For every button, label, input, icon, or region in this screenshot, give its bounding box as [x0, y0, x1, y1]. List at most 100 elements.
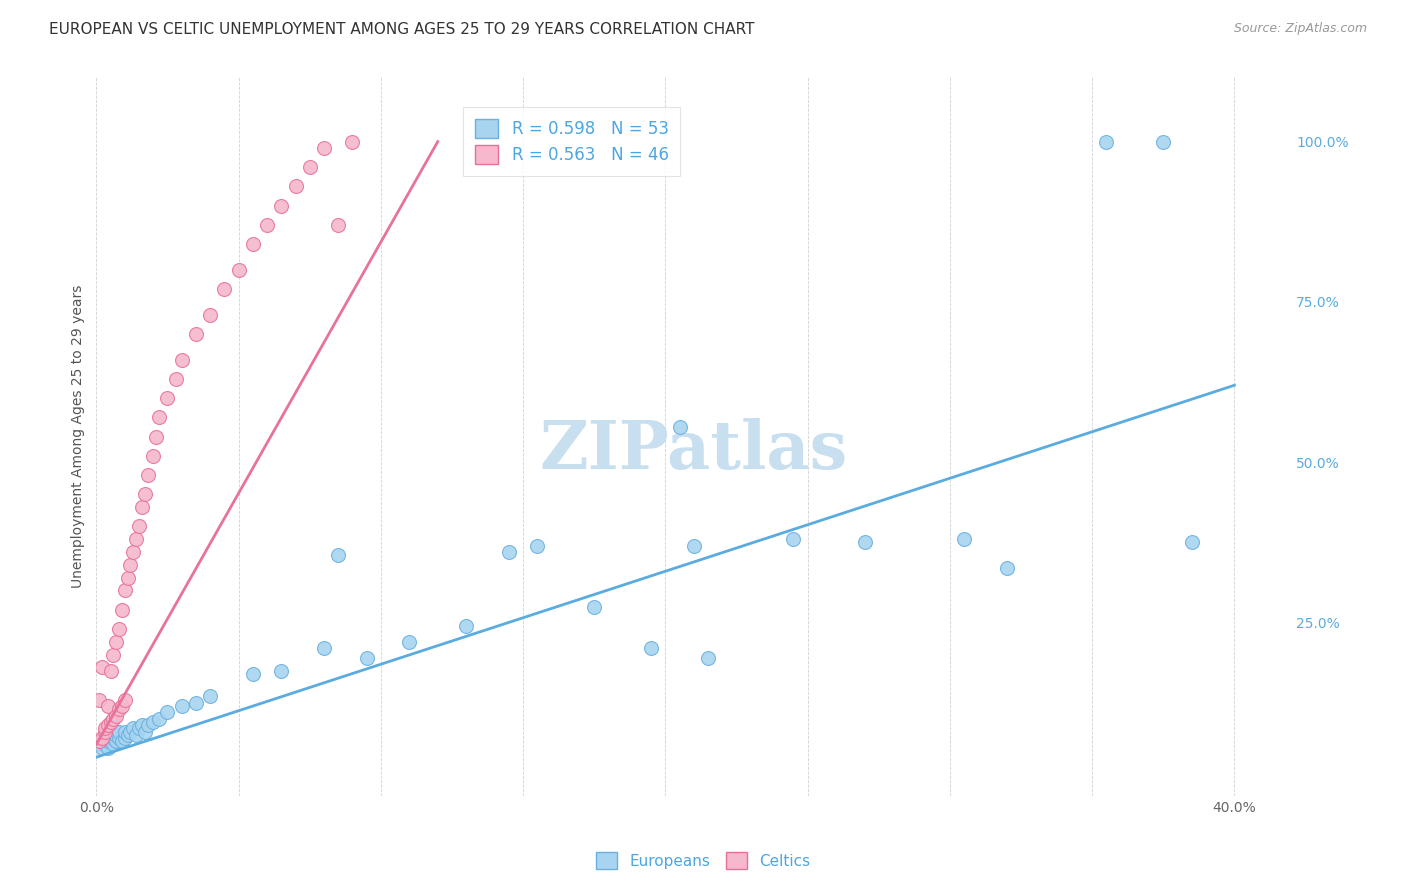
Point — [94, 722, 117, 736]
Point — [131, 718, 153, 732]
Point — [97, 734, 120, 748]
Point — [114, 724, 136, 739]
Point — [697, 650, 720, 665]
Point — [131, 500, 153, 515]
Point — [342, 135, 364, 149]
Point — [91, 734, 114, 748]
Point — [91, 660, 114, 674]
Point — [117, 571, 139, 585]
Point — [128, 722, 150, 736]
Text: ZIPatlas: ZIPatlas — [540, 418, 848, 483]
Point — [125, 728, 148, 742]
Legend: Europeans, Celtics: Europeans, Celtics — [589, 846, 817, 875]
Point — [108, 622, 131, 636]
Point — [134, 724, 156, 739]
Point — [114, 583, 136, 598]
Point — [97, 698, 120, 713]
Point — [256, 218, 278, 232]
Point — [91, 740, 114, 755]
Point — [312, 641, 335, 656]
Point — [782, 532, 804, 546]
Point — [103, 731, 125, 745]
Point — [270, 664, 292, 678]
Point — [456, 619, 478, 633]
Point — [100, 714, 122, 729]
Text: Source: ZipAtlas.com: Source: ZipAtlas.com — [1233, 22, 1367, 36]
Point — [853, 535, 876, 549]
Point — [105, 708, 128, 723]
Point — [108, 731, 131, 745]
Point — [668, 420, 690, 434]
Point — [242, 237, 264, 252]
Point — [134, 487, 156, 501]
Point — [103, 712, 125, 726]
Point — [312, 141, 335, 155]
Point — [117, 728, 139, 742]
Point — [198, 690, 221, 704]
Point — [148, 712, 170, 726]
Point — [270, 199, 292, 213]
Point — [94, 724, 117, 739]
Point — [1095, 135, 1118, 149]
Point — [228, 263, 250, 277]
Point — [284, 179, 307, 194]
Point — [103, 738, 125, 752]
Point — [111, 734, 134, 748]
Point — [100, 734, 122, 748]
Point — [91, 731, 114, 745]
Point — [156, 391, 179, 405]
Point — [682, 539, 704, 553]
Point — [242, 666, 264, 681]
Point — [142, 449, 165, 463]
Point — [89, 738, 111, 752]
Point — [142, 714, 165, 729]
Point — [125, 532, 148, 546]
Point — [1152, 135, 1174, 149]
Point — [398, 634, 420, 648]
Point — [298, 160, 321, 174]
Point — [100, 664, 122, 678]
Point — [170, 352, 193, 367]
Point — [198, 308, 221, 322]
Point — [108, 702, 131, 716]
Point — [356, 650, 378, 665]
Point — [526, 539, 548, 553]
Point — [128, 519, 150, 533]
Point — [105, 728, 128, 742]
Point — [94, 738, 117, 752]
Point — [214, 282, 236, 296]
Point — [103, 648, 125, 662]
Point — [184, 696, 207, 710]
Point — [498, 545, 520, 559]
Point — [165, 372, 187, 386]
Point — [156, 706, 179, 720]
Point — [1181, 535, 1204, 549]
Point — [111, 698, 134, 713]
Point — [120, 558, 142, 572]
Y-axis label: Unemployment Among Ages 25 to 29 years: Unemployment Among Ages 25 to 29 years — [72, 285, 86, 588]
Point — [122, 545, 145, 559]
Point — [953, 532, 976, 546]
Point — [328, 218, 350, 232]
Point — [114, 731, 136, 745]
Point — [111, 603, 134, 617]
Point — [170, 698, 193, 713]
Legend: R = 0.598   N = 53, R = 0.563   N = 46: R = 0.598 N = 53, R = 0.563 N = 46 — [463, 107, 681, 176]
Point — [89, 692, 111, 706]
Point — [328, 548, 350, 562]
Point — [97, 740, 120, 755]
Text: EUROPEAN VS CELTIC UNEMPLOYMENT AMONG AGES 25 TO 29 YEARS CORRELATION CHART: EUROPEAN VS CELTIC UNEMPLOYMENT AMONG AG… — [49, 22, 755, 37]
Point — [89, 734, 111, 748]
Point — [995, 561, 1018, 575]
Point — [148, 410, 170, 425]
Point — [136, 718, 159, 732]
Point — [583, 599, 606, 614]
Point — [94, 731, 117, 745]
Point — [105, 634, 128, 648]
Point — [108, 724, 131, 739]
Point — [184, 326, 207, 341]
Point — [136, 468, 159, 483]
Point — [105, 734, 128, 748]
Point — [122, 722, 145, 736]
Point — [640, 641, 662, 656]
